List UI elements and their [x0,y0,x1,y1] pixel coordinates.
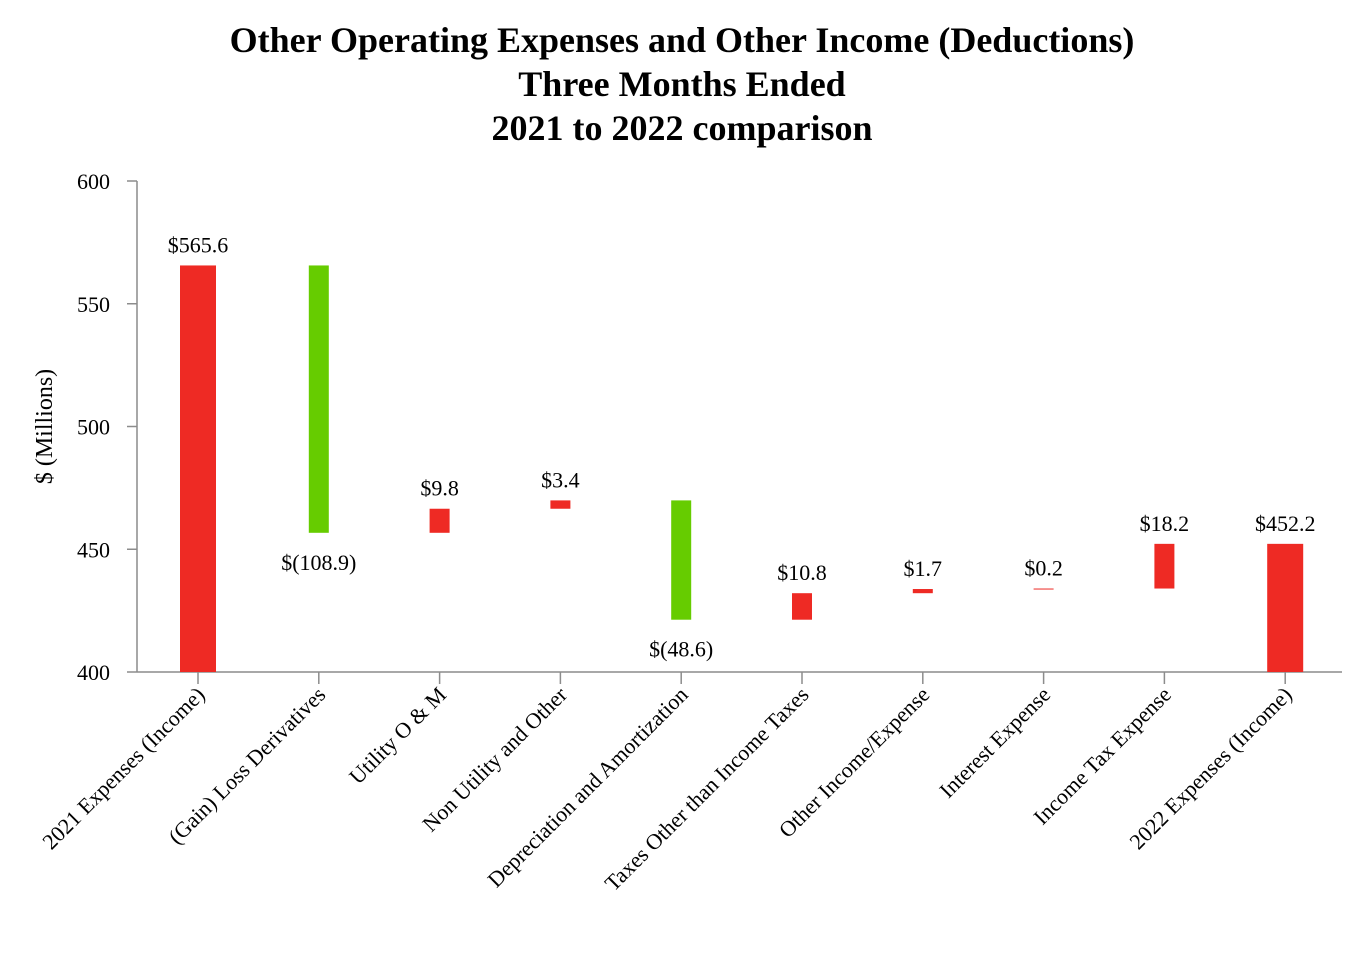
x-tick-label: Taxes Other than Income Taxes [600,682,814,896]
bar-increase [1154,543,1175,589]
bar-value-label: $3.4 [541,467,580,492]
bar-value-label: $565.6 [168,232,229,257]
bar-total [180,265,216,672]
bar-increase [1033,588,1054,590]
x-tick-label: Depreciation and Amortization [482,682,692,892]
x-tick-label: Utility O & M [344,682,451,789]
bar-value-label: $452.2 [1255,511,1316,536]
bar-value-label: $10.8 [777,560,827,585]
y-tick-label: 500 [77,415,110,440]
bar-increase [550,500,571,509]
y-tick-label: 550 [77,292,110,317]
bar-increase [912,589,933,594]
bar-increase [429,508,450,533]
y-axis-title: $ (Millions) [32,369,58,484]
y-tick-label: 400 [77,660,110,685]
chart-title-line-2: Three Months Ended [518,64,846,104]
bar-increase [792,593,812,620]
bar-value-label: $0.2 [1024,556,1063,581]
bar-value-label: $1.7 [904,556,943,581]
chart-title-line-3: 2021 to 2022 comparison [491,108,873,148]
chart-title-line-1: Other Operating Expenses and Other Incom… [229,20,1135,60]
bar-total [1267,543,1304,672]
bar-decrease [671,500,692,620]
bar-value-label: $18.2 [1140,511,1190,536]
bar-value-label: $(48.6) [649,637,713,662]
bar-decrease [308,265,329,533]
bar-value-label: $(108.9) [281,550,356,575]
bar-value-label: $9.8 [420,476,459,501]
y-tick-label: 600 [77,169,110,194]
y-tick-label: 450 [77,537,110,562]
x-tick-label: Interest Expense [934,682,1055,803]
